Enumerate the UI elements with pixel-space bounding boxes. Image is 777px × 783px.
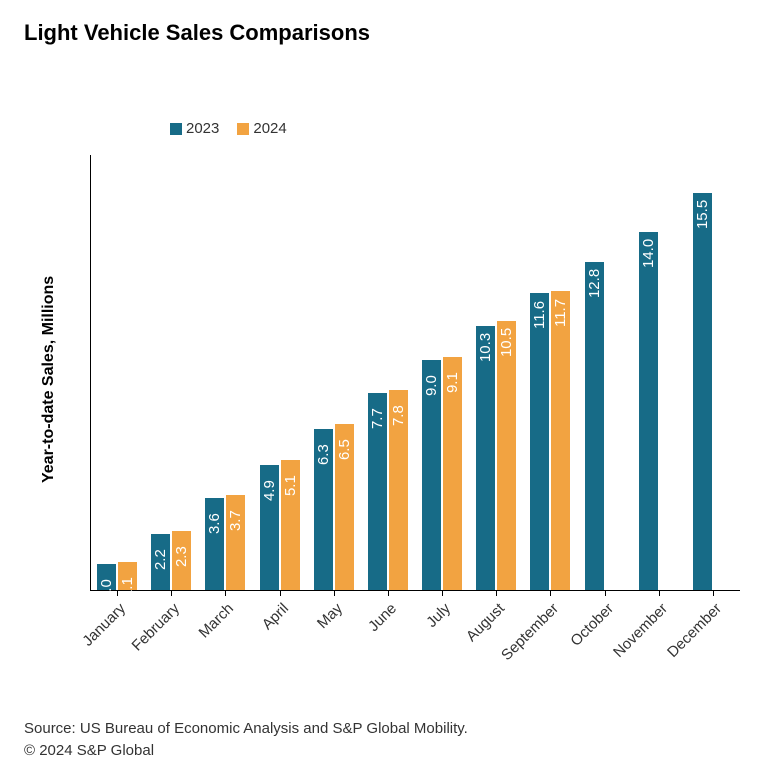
bar-value-label: 5.1 [282, 476, 299, 495]
bar-value-label: 4.9 [261, 482, 278, 501]
bar-value-label: 6.5 [336, 441, 353, 460]
chart-title: Light Vehicle Sales Comparisons [24, 20, 370, 46]
legend: 2023 2024 [170, 120, 287, 137]
chart-container: Light Vehicle Sales Comparisons 2023 2024… [0, 0, 777, 783]
source-line-2: © 2024 S&P Global [24, 742, 154, 759]
bar [693, 193, 712, 590]
bar [476, 326, 495, 590]
x-axis-line [90, 590, 740, 591]
bar-value-label: 6.3 [315, 446, 332, 465]
bar [530, 293, 549, 590]
bar-value-label: 7.8 [390, 407, 407, 426]
bar-value-label: 7.7 [369, 410, 386, 429]
bar-value-label: 10.5 [498, 338, 515, 357]
x-tick-mark [659, 590, 660, 596]
x-tick-mark [334, 590, 335, 596]
bar-value-label: 14.0 [640, 249, 657, 268]
x-tick-mark [388, 590, 389, 596]
x-tick-mark [225, 590, 226, 596]
legend-item: 2023 [170, 120, 219, 137]
bar-value-label: 1.1 [119, 579, 136, 598]
bar-value-label: 3.6 [206, 515, 223, 534]
bar [639, 232, 658, 590]
bar-value-label: 11.6 [531, 310, 548, 329]
bar-value-label: 1.0 [98, 581, 115, 600]
legend-label: 2023 [186, 120, 219, 137]
legend-label: 2024 [253, 120, 286, 137]
legend-item: 2024 [237, 120, 286, 137]
x-tick-mark [550, 590, 551, 596]
bar-value-label: 10.3 [477, 343, 494, 362]
bar-value-label: 11.7 [552, 308, 569, 327]
bar-value-label: 2.2 [152, 551, 169, 570]
bar [551, 291, 570, 590]
legend-swatch [237, 123, 249, 135]
bar-value-label: 3.7 [227, 512, 244, 531]
legend-swatch [170, 123, 182, 135]
bar [497, 321, 516, 590]
bar-value-label: 9.0 [423, 377, 440, 396]
x-tick-mark [117, 590, 118, 596]
bar-value-label: 12.8 [586, 279, 603, 298]
x-tick-mark [605, 590, 606, 596]
bar-value-label: 15.5 [694, 210, 711, 229]
source-line-1: Source: US Bureau of Economic Analysis a… [24, 720, 468, 737]
x-tick-mark [496, 590, 497, 596]
bar-value-label: 9.1 [444, 374, 461, 393]
x-tick-mark [280, 590, 281, 596]
x-tick-mark [713, 590, 714, 596]
x-tick-mark [171, 590, 172, 596]
bar-value-label: 2.3 [173, 548, 190, 567]
plot-area: 1.01.1January2.22.3February3.63.7March4.… [90, 155, 740, 590]
y-axis-line [90, 155, 91, 590]
y-axis-title: Year-to-date Sales, Millions [40, 275, 58, 482]
bar [205, 498, 224, 590]
bar [585, 262, 604, 590]
x-tick-mark [442, 590, 443, 596]
